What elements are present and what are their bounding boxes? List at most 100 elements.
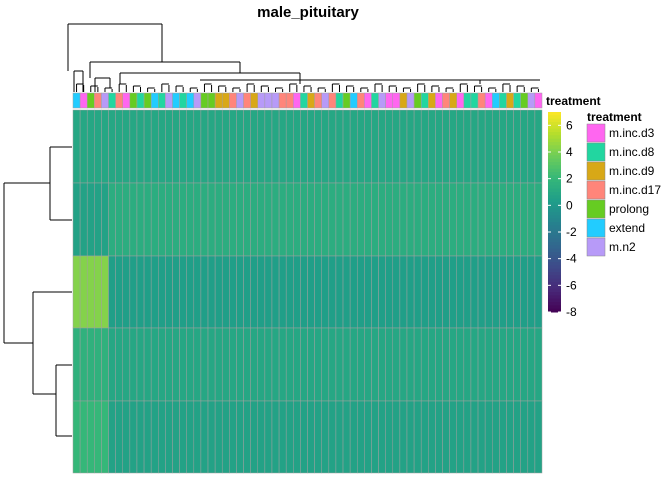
heatmap-cell (293, 400, 301, 474)
annotation-cell (413, 92, 422, 109)
annotation-cell (307, 92, 315, 109)
heatmap-cell (356, 400, 365, 474)
heatmap-cell (278, 182, 287, 257)
heatmap-cell (179, 327, 187, 402)
heatmap-cell (406, 255, 415, 329)
annotation-cell (435, 92, 443, 109)
colorbar-segment (548, 272, 561, 276)
colorbar-segment (548, 218, 561, 223)
heatmap-cell (193, 400, 202, 474)
heatmap-cell (278, 327, 287, 402)
heatmap-cell (285, 109, 294, 184)
heatmap-cell (499, 327, 507, 402)
heatmap-cell (442, 182, 450, 257)
annotation-cell (278, 92, 287, 109)
colorbar-segment (548, 268, 561, 273)
heatmap-cell (264, 255, 273, 329)
annotation-cell (364, 92, 372, 109)
heatmap-cell (420, 255, 429, 329)
heatmap-cell (236, 255, 244, 329)
heatmap-cell (378, 182, 386, 257)
heatmap-cell (101, 109, 109, 184)
heatmap-cell (499, 182, 507, 257)
heatmap-cell (271, 255, 280, 329)
heatmap-cell (392, 109, 401, 184)
legend-label: m.inc.d3 (609, 126, 655, 140)
colorbar-segment (548, 135, 561, 140)
heatmap-cell (79, 109, 88, 184)
heatmap-cell (72, 255, 81, 329)
heatmap-cell (314, 182, 322, 257)
heatmap-cell (207, 327, 216, 402)
heatmap-cell (499, 255, 507, 329)
heatmap-cell (513, 400, 521, 474)
legend-swatch (586, 123, 606, 143)
heatmap-cell (413, 182, 422, 257)
colorbar-segment (548, 282, 561, 286)
heatmap-cell (172, 400, 180, 474)
heatmap-cell (470, 327, 479, 402)
heatmap-cell (328, 109, 337, 184)
legend-swatch (586, 199, 606, 219)
heatmap-cell (165, 255, 173, 329)
legend-label: m.inc.d9 (609, 164, 655, 178)
heatmap-cell (335, 400, 344, 474)
heatmap-cell (236, 327, 244, 402)
heatmap-cell (115, 400, 123, 474)
heatmap-cell (143, 109, 152, 184)
annotation-cell (470, 92, 479, 109)
colorbar-segment (548, 162, 561, 166)
annotation-cell (449, 92, 457, 109)
heatmap-cell (243, 400, 251, 474)
heatmap-cell (158, 327, 166, 402)
heatmap-cell (406, 182, 415, 257)
heatmap-cell (406, 327, 415, 402)
heatmap-cell (342, 182, 351, 257)
heatmap-cell (364, 400, 372, 474)
heatmap-cell (285, 400, 294, 474)
heatmap-cell (250, 182, 259, 257)
heatmap-cell (221, 327, 230, 402)
legend-label: prolong (609, 202, 649, 216)
heatmap-cell (143, 327, 152, 402)
colorbar-segment (548, 305, 561, 310)
heatmap-cell (115, 182, 123, 257)
heatmap-cell (442, 327, 450, 402)
heatmap-cell (186, 327, 195, 402)
heatmap-cell (378, 109, 386, 184)
heatmap-cell (321, 327, 330, 402)
heatmap-cell (392, 327, 401, 402)
heatmap-cell (314, 109, 322, 184)
heatmap-cell (484, 327, 493, 402)
annotation-cell (214, 92, 223, 109)
heatmap-cell (470, 400, 479, 474)
heatmap-cell (321, 109, 330, 184)
heatmap-cell (293, 182, 301, 257)
heatmap-cell (534, 400, 543, 474)
heatmap-cell (136, 109, 145, 184)
heatmap-cell (108, 255, 116, 329)
heatmap-cell (186, 182, 195, 257)
heatmap-cell (229, 400, 237, 474)
colorbar-segment (548, 278, 561, 283)
heatmap-cell (463, 327, 472, 402)
heatmap-cell (428, 182, 436, 257)
annotation-cell (94, 92, 102, 109)
annotation-cell (527, 92, 536, 109)
colorbar-segment (548, 238, 561, 243)
heatmap-cell (399, 109, 408, 184)
heatmap-cell (335, 109, 344, 184)
heatmap-cell (122, 182, 131, 257)
legend-swatch (586, 142, 606, 162)
colorbar-segment (548, 285, 561, 290)
heatmap-cell (484, 109, 493, 184)
heatmap-cell (250, 109, 259, 184)
legend-swatch (586, 237, 606, 257)
heatmap-cell (399, 400, 408, 474)
colorbar-tick-label: 0 (566, 198, 573, 212)
heatmap-cell (399, 255, 408, 329)
colorbar-segment (548, 232, 561, 236)
heatmap-cell (207, 109, 216, 184)
heatmap-cell (200, 109, 209, 184)
colorbar-segment (548, 188, 561, 193)
